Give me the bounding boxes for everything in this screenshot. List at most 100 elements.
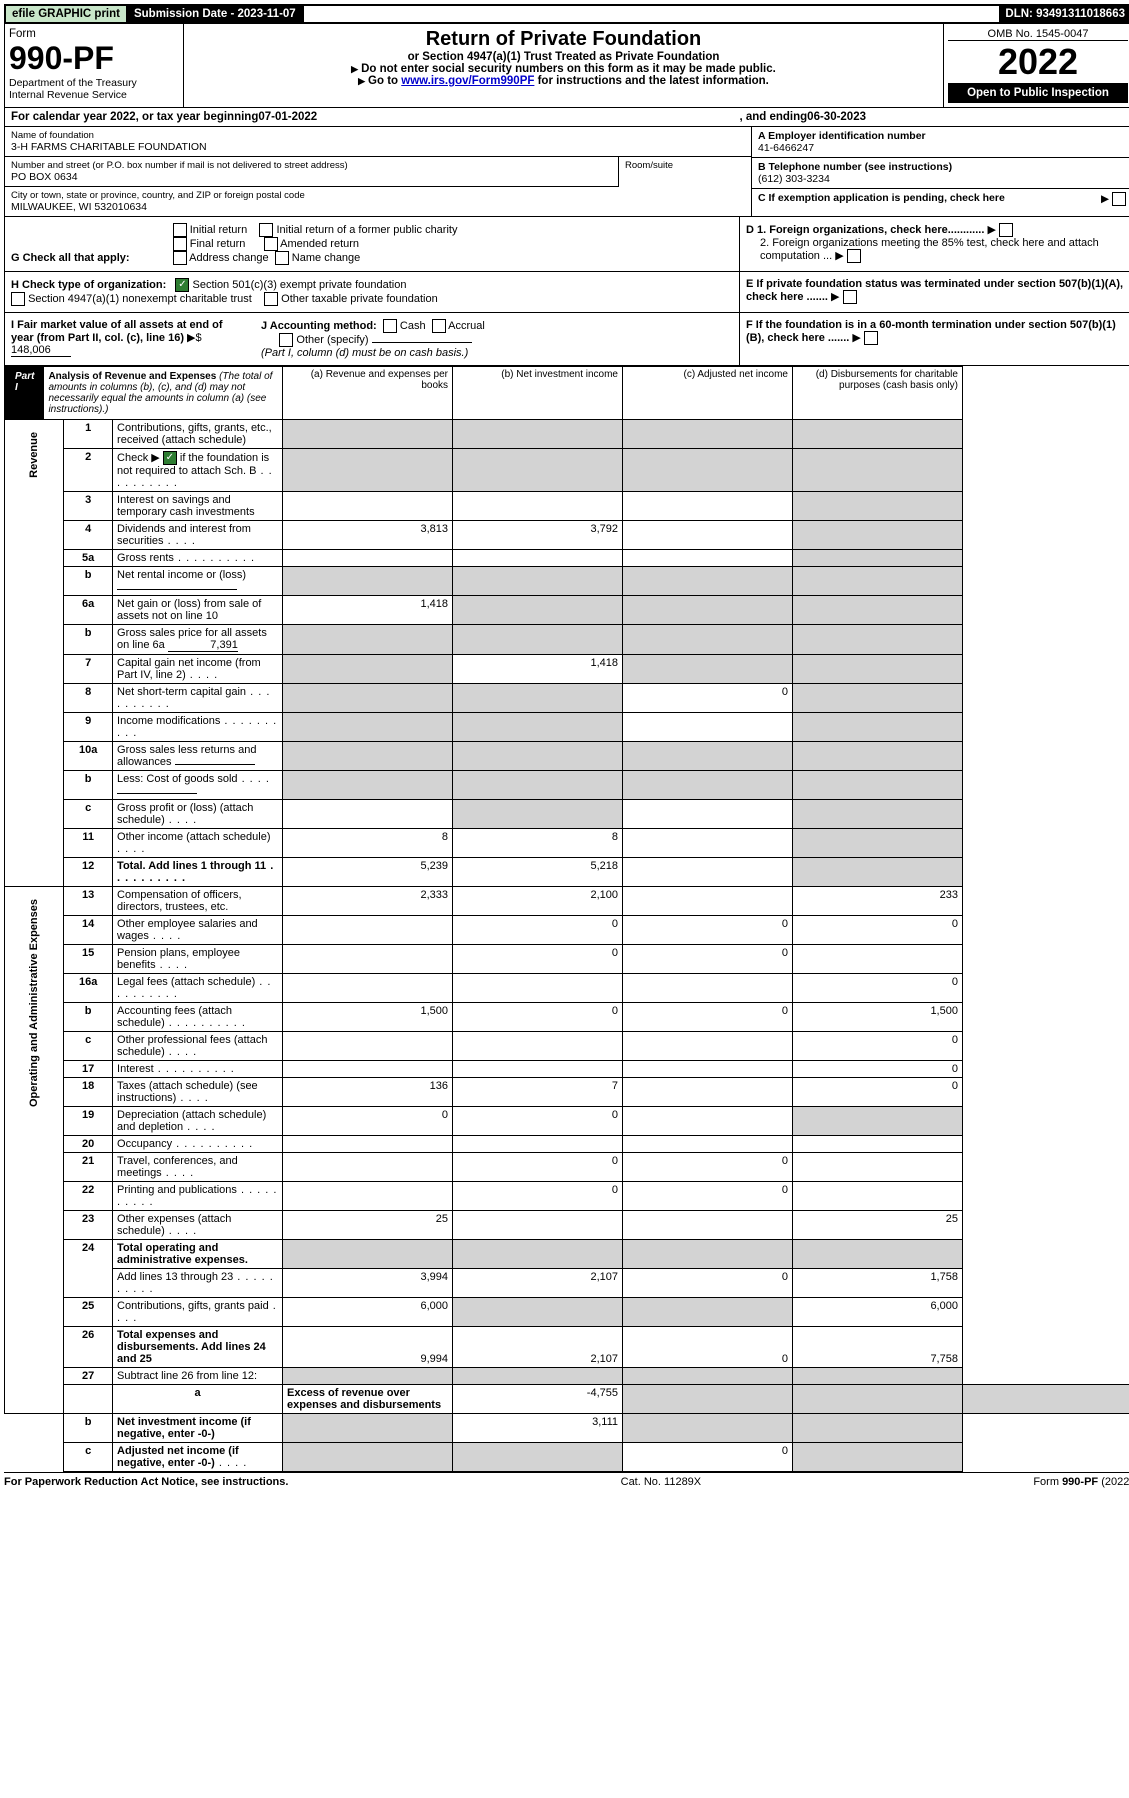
- col-a-head: (a) Revenue and expenses per books: [283, 367, 453, 420]
- col-b-head: (b) Net investment income: [453, 367, 623, 420]
- expenses-side-label: Operating and Administrative Expenses: [28, 889, 40, 1117]
- form-subtitle: or Section 4947(a)(1) Trust Treated as P…: [188, 51, 939, 63]
- line-26: Total expenses and disbursements. Add li…: [113, 1327, 283, 1368]
- h-501c3-checkbox[interactable]: [175, 278, 189, 292]
- tax-year: 2022: [948, 41, 1128, 83]
- line-27: Subtract line 26 from line 12:: [113, 1368, 283, 1385]
- open-to-public: Open to Public Inspection: [948, 83, 1128, 103]
- revenue-side-label: Revenue: [28, 422, 40, 488]
- h-4947-checkbox[interactable]: [11, 292, 25, 306]
- f-checkbox[interactable]: [864, 331, 878, 345]
- f-label: F If the foundation is in a 60-month ter…: [746, 319, 1116, 344]
- line-10c: Gross profit or (loss) (attach schedule): [113, 800, 283, 829]
- goto-note: Go to www.irs.gov/Form990PF for instruct…: [188, 75, 939, 87]
- d1-checkbox[interactable]: [999, 223, 1013, 237]
- d2-label: 2. Foreign organizations meeting the 85%…: [760, 237, 1099, 262]
- line-1: Contributions, gifts, grants, etc., rece…: [113, 420, 283, 449]
- line-11: Other income (attach schedule): [113, 829, 283, 858]
- footer-left: For Paperwork Reduction Act Notice, see …: [4, 1476, 288, 1488]
- line-5a: Gross rents: [113, 550, 283, 567]
- e-checkbox[interactable]: [843, 290, 857, 304]
- j-label: J Accounting method:: [261, 320, 377, 332]
- line-21: Travel, conferences, and meetings: [113, 1153, 283, 1182]
- g-address-change[interactable]: [173, 251, 187, 265]
- top-bar: efile GRAPHIC print Submission Date - 20…: [4, 4, 1129, 24]
- g-final-return[interactable]: [173, 237, 187, 251]
- h-other-checkbox[interactable]: [264, 292, 278, 306]
- ssn-note: Do not enter social security numbers on …: [188, 63, 939, 75]
- line-24: Total operating and administrative expen…: [113, 1240, 283, 1269]
- foundation-name-label: Name of foundation: [11, 130, 745, 141]
- form-header: Form 990-PF Department of the Treasury I…: [4, 24, 1129, 108]
- line-12: Total. Add lines 1 through 11: [113, 858, 283, 887]
- line-2: Check ▶ if the foundation is not require…: [113, 449, 283, 492]
- efile-print-button[interactable]: efile GRAPHIC print: [6, 6, 128, 22]
- line-7: Capital gain net income (from Part IV, l…: [113, 655, 283, 684]
- d1-label: D 1. Foreign organizations, check here..…: [746, 224, 984, 236]
- d2-checkbox[interactable]: [847, 249, 861, 263]
- e-label: E If private foundation status was termi…: [746, 278, 1123, 303]
- phone-label: B Telephone number (see instructions): [758, 161, 1126, 173]
- submission-date-label: Submission Date - 2023-11-07: [128, 6, 304, 22]
- exemption-pending-label: C If exemption application is pending, c…: [758, 192, 1005, 204]
- form-title: Return of Private Foundation: [188, 28, 939, 51]
- line-19: Depreciation (attach schedule) and deple…: [113, 1107, 283, 1136]
- fmv-value: 148,006: [11, 344, 71, 357]
- foundation-name: 3-H FARMS CHARITABLE FOUNDATION: [11, 141, 745, 153]
- line-23: Other expenses (attach schedule): [113, 1211, 283, 1240]
- tax-year-begin: 07-01-2022: [258, 111, 317, 123]
- form-word: Form: [9, 28, 179, 40]
- line-15: Pension plans, employee benefits: [113, 945, 283, 974]
- line-9: Income modifications: [113, 713, 283, 742]
- g-name-change[interactable]: [275, 251, 289, 265]
- part1-tag: Part I: [5, 367, 44, 419]
- line-16c: Other professional fees (attach schedule…: [113, 1032, 283, 1061]
- line-27a: Excess of revenue over expenses and disb…: [283, 1385, 453, 1414]
- ein-label: A Employer identification number: [758, 130, 1126, 142]
- box-g-d: G Check all that apply: Initial return I…: [4, 217, 1129, 272]
- j-accrual-checkbox[interactable]: [432, 319, 446, 333]
- page-footer: For Paperwork Reduction Act Notice, see …: [4, 1472, 1129, 1491]
- j-other-checkbox[interactable]: [279, 333, 293, 347]
- g-amended[interactable]: [264, 237, 278, 251]
- line-16b: Accounting fees (attach schedule): [113, 1003, 283, 1032]
- irs-label: Internal Revenue Service: [9, 89, 179, 101]
- exemption-checkbox[interactable]: [1112, 192, 1126, 206]
- form990pf-link[interactable]: www.irs.gov/Form990PF: [401, 75, 534, 87]
- calendar-year-row: For calendar year 2022, or tax year begi…: [4, 108, 1129, 127]
- line-5b: Net rental income or (loss): [113, 567, 283, 596]
- g-initial-former[interactable]: [259, 223, 273, 237]
- tax-year-end: 06-30-2023: [807, 111, 866, 123]
- schb-checkbox[interactable]: [163, 451, 177, 465]
- box-h-e: H Check type of organization: Section 50…: [4, 272, 1129, 313]
- dln-label: DLN: 93491311018663: [999, 6, 1129, 22]
- line-10b: Less: Cost of goods sold: [113, 771, 283, 800]
- city-label: City or town, state or province, country…: [11, 190, 745, 201]
- g-label: G Check all that apply:: [11, 252, 130, 264]
- line-6a: Net gain or (loss) from sale of assets n…: [113, 596, 283, 625]
- col-c-head: (c) Adjusted net income: [623, 367, 793, 420]
- line-13: Compensation of officers, directors, tru…: [113, 887, 283, 916]
- entity-info: Name of foundation 3-H FARMS CHARITABLE …: [4, 127, 1129, 217]
- line-25: Contributions, gifts, grants paid: [113, 1298, 283, 1327]
- omb-number: OMB No. 1545-0047: [948, 28, 1128, 41]
- j-cash-checkbox[interactable]: [383, 319, 397, 333]
- line-20: Occupancy: [113, 1136, 283, 1153]
- city-value: MILWAUKEE, WI 532010634: [11, 201, 745, 213]
- line-18: Taxes (attach schedule) (see instruction…: [113, 1078, 283, 1107]
- phone-value: (612) 303-3234: [758, 173, 1126, 185]
- col-d-head: (d) Disbursements for charitable purpose…: [792, 367, 962, 420]
- dept-treasury: Department of the Treasury: [9, 77, 179, 89]
- j-note: (Part I, column (d) must be on cash basi…: [261, 347, 468, 359]
- room-label: Room/suite: [625, 160, 745, 171]
- line-14: Other employee salaries and wages: [113, 916, 283, 945]
- part1-table: Part I Analysis of Revenue and Expenses …: [4, 366, 1129, 1472]
- g-initial-return[interactable]: [173, 223, 187, 237]
- h-label: H Check type of organization:: [11, 279, 166, 291]
- footer-form: Form 990-PF (2022): [1033, 1476, 1129, 1488]
- line-27c: Adjusted net income (if negative, enter …: [113, 1443, 283, 1472]
- line-8: Net short-term capital gain: [113, 684, 283, 713]
- i-label: I Fair market value of all assets at end…: [11, 319, 223, 344]
- line-3: Interest on savings and temporary cash i…: [113, 492, 283, 521]
- line-27b: Net investment income (if negative, ente…: [113, 1414, 283, 1443]
